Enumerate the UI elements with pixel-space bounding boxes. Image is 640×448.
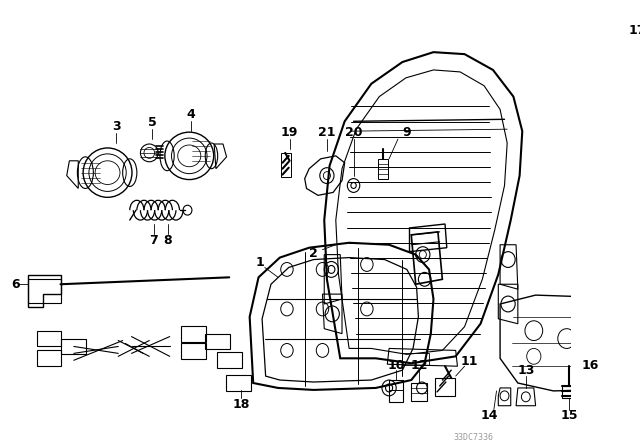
Text: 20: 20 <box>345 125 362 138</box>
Text: 4: 4 <box>187 108 195 121</box>
Text: 8: 8 <box>164 234 172 247</box>
Text: 19: 19 <box>281 125 298 138</box>
Text: 7: 7 <box>149 234 158 247</box>
Bar <box>582 22 593 40</box>
Text: 6: 6 <box>12 278 20 291</box>
Text: 17: 17 <box>628 24 640 37</box>
Text: 13: 13 <box>517 364 534 377</box>
Bar <box>281 153 291 177</box>
Text: 18: 18 <box>232 398 250 411</box>
Text: 21: 21 <box>318 125 335 138</box>
Bar <box>378 159 388 179</box>
Circle shape <box>522 392 531 402</box>
Circle shape <box>419 251 426 258</box>
Bar <box>389 380 403 402</box>
Circle shape <box>328 266 335 273</box>
Text: 5: 5 <box>148 116 156 129</box>
Text: 2: 2 <box>309 247 318 260</box>
Text: 16: 16 <box>582 359 599 372</box>
Bar <box>412 383 428 401</box>
Text: 10: 10 <box>387 359 405 372</box>
Bar <box>389 380 403 390</box>
Bar <box>435 378 455 396</box>
Text: 12: 12 <box>410 359 428 372</box>
Circle shape <box>351 182 356 189</box>
Text: 11: 11 <box>460 355 477 368</box>
Text: 14: 14 <box>481 409 498 422</box>
Text: 1: 1 <box>256 256 265 269</box>
Bar <box>403 353 429 365</box>
Text: 15: 15 <box>561 409 578 422</box>
Text: 3: 3 <box>112 120 121 133</box>
Bar <box>563 386 577 398</box>
Bar <box>28 279 61 303</box>
Text: 9: 9 <box>403 125 411 138</box>
Text: 33DC7336: 33DC7336 <box>453 433 493 442</box>
